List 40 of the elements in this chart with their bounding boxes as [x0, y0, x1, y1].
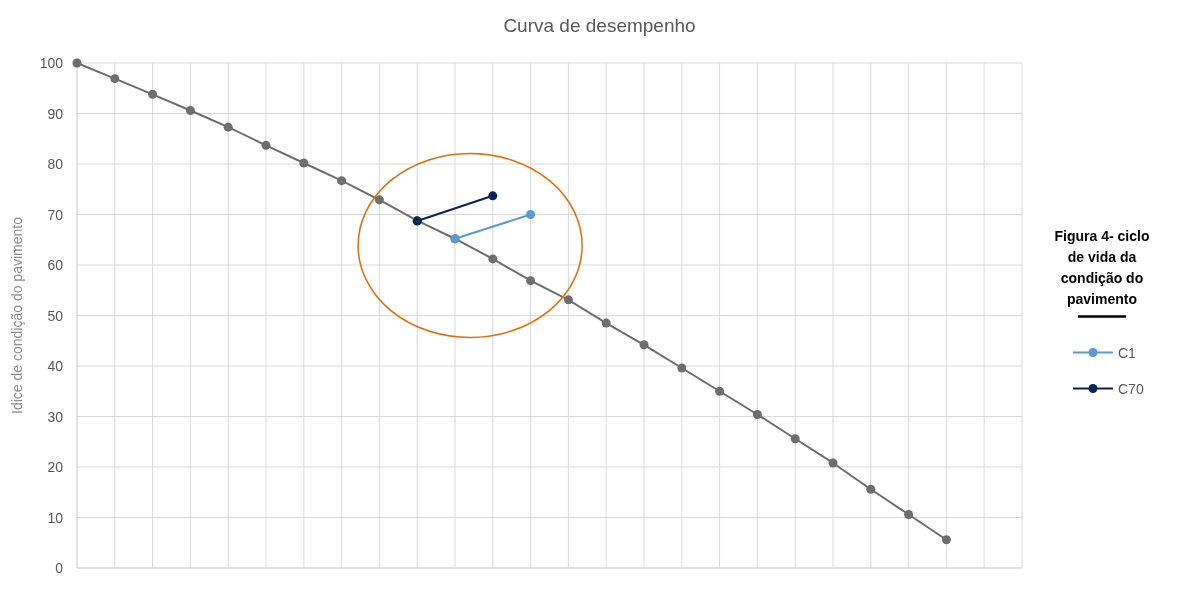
point — [223, 122, 233, 132]
point — [677, 363, 687, 373]
point — [715, 386, 725, 396]
legend-label: C1 — [1118, 344, 1137, 361]
point — [261, 140, 271, 150]
point — [790, 434, 800, 444]
point — [72, 58, 82, 68]
chart-title: Curva de desempenho — [503, 15, 696, 36]
point — [563, 295, 573, 305]
point — [639, 340, 649, 350]
point — [374, 195, 384, 205]
y-tick-label: 40 — [47, 358, 64, 374]
point — [526, 276, 536, 286]
y-tick-label: 30 — [47, 408, 64, 425]
point — [941, 535, 951, 545]
point — [299, 158, 309, 168]
y-tick-label: 50 — [47, 307, 64, 324]
y-tick-label: 90 — [47, 105, 64, 122]
point — [752, 409, 762, 419]
point — [601, 318, 611, 328]
y-tick-label: 20 — [47, 459, 64, 475]
point — [148, 89, 158, 99]
point — [110, 74, 120, 84]
point — [866, 484, 876, 494]
legend-label: C70 — [1118, 380, 1144, 397]
point — [488, 254, 498, 264]
y-tick-label: 70 — [47, 206, 64, 223]
point — [488, 191, 498, 201]
point — [337, 176, 347, 186]
legend-title: Figura 4- ciclo de vida da condição do pavimento — [1054, 227, 1150, 307]
y-axis-title: Idice de condição do pavimento — [9, 216, 25, 414]
point — [526, 210, 536, 219]
y-tick-label: 10 — [47, 509, 64, 526]
y-tick-label: 60 — [47, 257, 64, 273]
y-tick-label: 100 — [39, 55, 64, 71]
point — [828, 458, 838, 468]
point — [904, 509, 914, 519]
y-tick-label: 80 — [47, 156, 64, 172]
point — [185, 105, 195, 115]
y-tick-label: 0 — [55, 560, 64, 576]
